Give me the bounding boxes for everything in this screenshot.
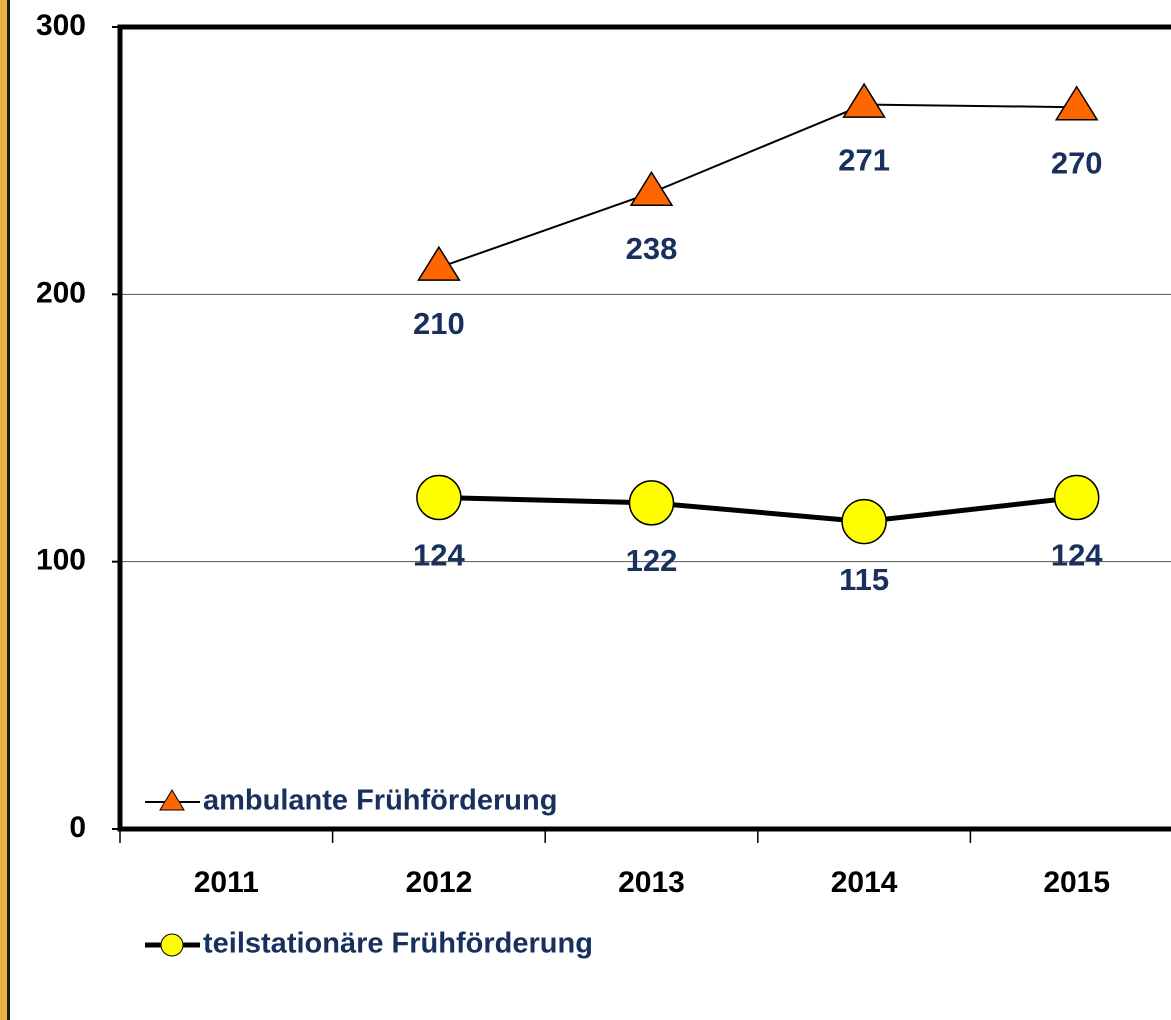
legend-label: teilstationäre Frühförderung [203, 928, 593, 960]
y-tick-label: 300 [36, 9, 86, 42]
marker [417, 245, 461, 281]
y-tick-label: 200 [36, 276, 86, 309]
data-label: 115 [839, 562, 889, 597]
marker [416, 474, 462, 521]
legend-marker [159, 789, 185, 811]
legend-label: ambulante Frühförderung [203, 785, 557, 817]
data-label: 124 [413, 538, 465, 573]
left-stripe-edge [7, 0, 10, 1020]
plot-border [117, 24, 1171, 832]
marker [841, 498, 887, 545]
x-tick-label: 2013 [618, 866, 685, 899]
y-tick-label: 0 [69, 811, 86, 844]
series-line [438, 495, 1077, 525]
data-label: 124 [1051, 538, 1103, 573]
marker [842, 82, 886, 118]
marker [1053, 474, 1100, 521]
data-label: 270 [1051, 145, 1103, 180]
x-tick-label: 2012 [406, 866, 473, 899]
x-tick-label: 2011 [194, 866, 259, 899]
y-tick-label: 100 [36, 544, 86, 577]
marker [629, 170, 674, 207]
data-label: 122 [626, 543, 678, 578]
data-label: 210 [413, 306, 465, 341]
x-tick-label: 2015 [1043, 866, 1110, 899]
series-line [438, 103, 1077, 269]
marker [1054, 85, 1099, 121]
legend-marker [160, 933, 184, 957]
left-stripe [0, 0, 7, 1020]
data-label: 271 [838, 143, 890, 178]
x-tick-label: 2014 [831, 866, 898, 899]
data-label: 238 [626, 231, 678, 266]
marker [628, 480, 675, 526]
